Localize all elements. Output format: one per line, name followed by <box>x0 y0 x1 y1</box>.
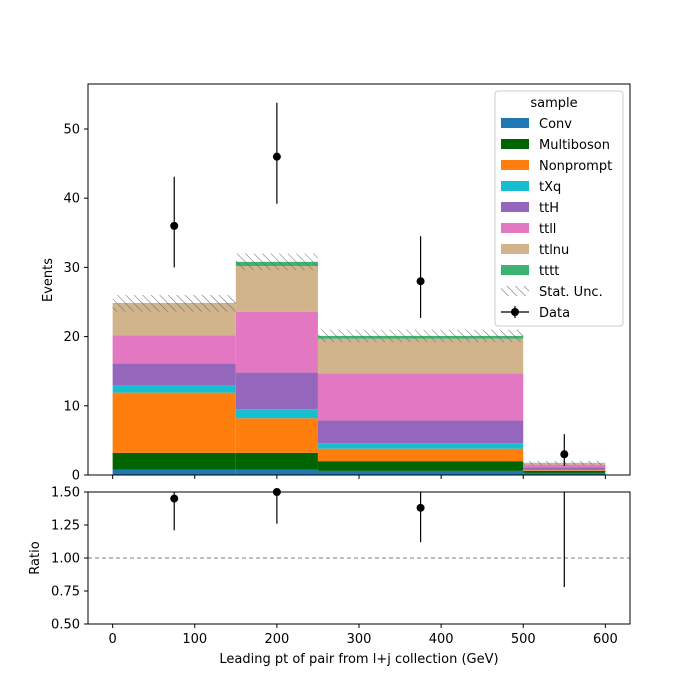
bar-txq-bin-0 <box>112 385 236 393</box>
main-ytick-label-50: 50 <box>63 122 80 137</box>
ratio-xtick-label-600: 600 <box>593 632 618 647</box>
legend-label-multiboson: Multiboson <box>539 138 610 153</box>
bar-txq-bin-2 <box>317 443 524 449</box>
legend-label-txq: tXq <box>539 180 561 195</box>
bar-nonprompt-bin-0 <box>112 392 236 453</box>
legend-swatch-conv <box>501 118 529 128</box>
bar-conv-bin-3 <box>523 472 606 475</box>
main-ytick-label-40: 40 <box>63 192 80 207</box>
ratio-ytick-label-1.00: 1.00 <box>51 552 80 567</box>
data-point-0 <box>170 221 179 230</box>
legend-label-data: Data <box>539 306 570 321</box>
bar-multiboson-bin-1 <box>235 452 318 470</box>
ratio-y-axis-ticks: 0.50 0.75 1.00 1.25 1.50 <box>51 486 88 633</box>
stat-unc-bin-2 <box>317 329 524 343</box>
legend-swatch-ttlnu <box>501 244 529 254</box>
ratio-ytick-label-0.50: 0.50 <box>51 618 80 633</box>
bar-txq-bin-1 <box>235 409 318 419</box>
bar-tth-bin-3 <box>523 467 606 470</box>
main-x-axis-ticks <box>112 475 606 479</box>
ratio-xtick-label-500: 500 <box>511 632 536 647</box>
ratio-ytick-label-1.25: 1.25 <box>51 519 80 534</box>
main-ytick-label-30: 30 <box>63 261 80 276</box>
ratio-plot-frame <box>87 491 631 625</box>
main-ytick-label-20: 20 <box>63 330 80 345</box>
bar-multiboson-bin-2 <box>317 461 524 471</box>
legend-label-tttt: tttt <box>539 264 559 279</box>
bar-tth-bin-1 <box>235 372 318 410</box>
bar-conv-bin-0 <box>112 469 236 475</box>
bar-ttll-bin-1 <box>235 311 318 373</box>
bar-conv-bin-1 <box>235 469 318 475</box>
ratio-points <box>170 488 565 588</box>
legend-label-tth: ttH <box>539 201 559 216</box>
bar-ttll-bin-2 <box>317 373 524 421</box>
legend-swatch-multiboson <box>501 139 529 149</box>
legend-swatch-txq <box>501 181 529 191</box>
ratio-y-axis-label: Ratio <box>28 541 43 574</box>
data-point-1 <box>272 152 281 161</box>
ratio-xtick-label-100: 100 <box>182 632 207 647</box>
stacked-bars <box>112 261 606 475</box>
ratio-x-axis-ticks: 0 100 200 300 400 500 600 <box>108 624 618 647</box>
stat-unc-bin-1 <box>235 253 318 271</box>
main-ytick-label-0: 0 <box>72 469 80 484</box>
ratio-xtick-label-200: 200 <box>264 632 289 647</box>
bar-multiboson-bin-3 <box>523 470 606 473</box>
legend-swatch-tth <box>501 202 529 212</box>
bar-ttlnu-bin-1 <box>235 266 318 312</box>
bar-nonprompt-bin-3 <box>523 470 606 471</box>
bar-ttll-bin-0 <box>112 335 236 364</box>
data-point-2 <box>416 277 425 286</box>
ratio-xtick-label-0: 0 <box>108 632 116 647</box>
bar-multiboson-bin-0 <box>112 452 236 470</box>
main-y-axis-label: Events <box>41 258 56 302</box>
legend-label-ttlnu: ttlnu <box>539 243 569 258</box>
legend-swatch-ttll <box>501 223 529 233</box>
legend-swatch-tttt <box>501 265 529 275</box>
legend-swatch-nonprompt <box>501 160 529 170</box>
bar-tth-bin-2 <box>317 420 524 444</box>
ratio-ytick-label-0.75: 0.75 <box>51 585 80 600</box>
legend-label-ttll: ttll <box>539 222 556 237</box>
legend-data-marker <box>511 308 519 316</box>
ratio-xtick-label-300: 300 <box>347 632 372 647</box>
legend-label-conv: Conv <box>539 117 572 132</box>
data-points <box>170 102 569 467</box>
legend: sample Conv Multiboson Nonprompt tXq ttH ttll t… <box>494 90 624 327</box>
bar-nonprompt-bin-1 <box>235 418 318 453</box>
ratio-panel: 0.50 0.75 1.00 1.25 1.50 0 100 200 300 400 500 600… <box>28 486 631 667</box>
ratio-point-2 <box>416 503 425 512</box>
legend-swatch-stat-unc <box>501 286 529 296</box>
main-ytick-label-10: 10 <box>63 399 80 414</box>
bar-conv-bin-2 <box>317 470 524 475</box>
legend-label-stat-unc: Stat. Unc. <box>539 285 603 300</box>
ratio-xtick-label-400: 400 <box>429 632 454 647</box>
bar-nonprompt-bin-2 <box>317 448 524 462</box>
x-axis-label: Leading pt of pair from l+j collection (… <box>219 652 498 667</box>
data-point-3 <box>560 450 569 459</box>
ratio-ytick-label-1.50: 1.50 <box>51 486 80 501</box>
bar-ttlnu-bin-2 <box>317 338 524 374</box>
main-y-axis-ticks: 0 10 20 30 40 50 <box>63 122 88 484</box>
ratio-point-0 <box>170 494 179 503</box>
legend-title: sample <box>530 96 577 111</box>
legend-label-nonprompt: Nonprompt <box>539 159 612 174</box>
bar-txq-bin-3 <box>523 469 606 471</box>
main-panel: 0 10 20 30 40 50 Events sample Conv Multiboson N… <box>41 83 631 484</box>
bar-tth-bin-0 <box>112 363 236 386</box>
stat-unc-bin-0 <box>112 295 236 312</box>
